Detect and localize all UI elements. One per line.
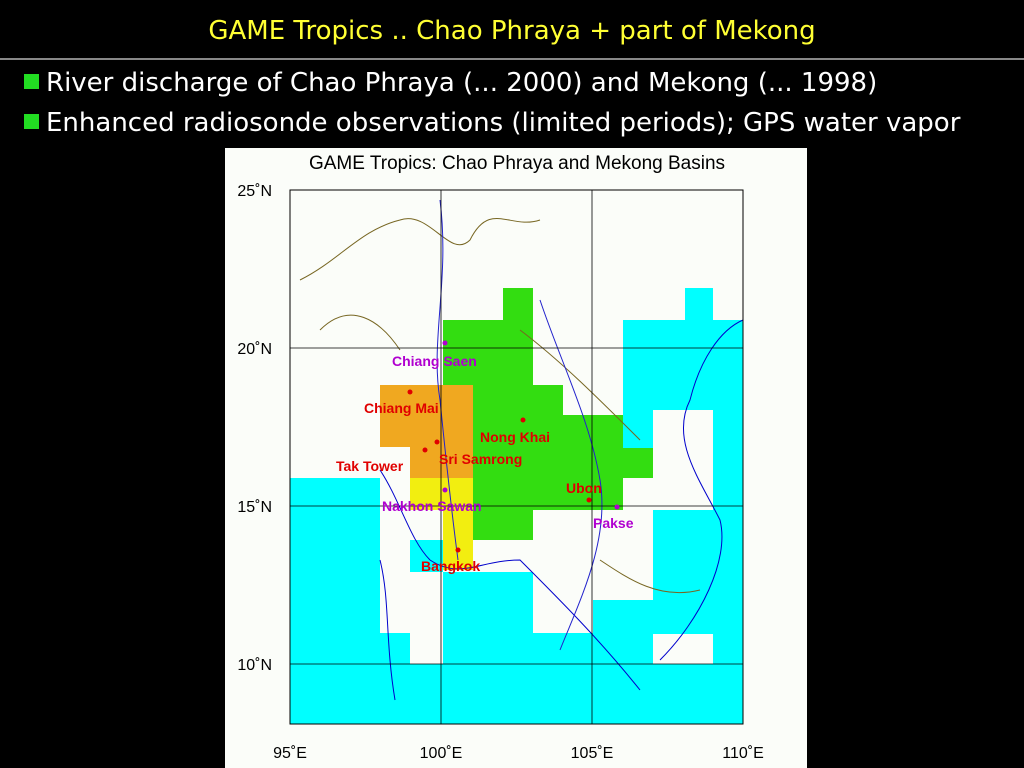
bullet: River discharge of Chao Phraya (... 2000… bbox=[24, 68, 877, 98]
bullet-text: Enhanced radiosonde observations (limite… bbox=[46, 108, 961, 138]
lon-tick-label: 95˚E bbox=[273, 745, 307, 762]
slide-title: GAME Tropics .. Chao Phraya + part of Me… bbox=[208, 16, 816, 46]
map-lines bbox=[299, 199, 744, 701]
place-label: Nakhon Sawan bbox=[382, 498, 482, 514]
place-label: Ubon bbox=[566, 480, 602, 496]
place-label: Bangkok bbox=[421, 558, 480, 574]
lat-tick-label: 15˚N bbox=[237, 499, 272, 516]
bullet: Enhanced radiosonde observations (limite… bbox=[24, 108, 960, 138]
place-label: Pakse bbox=[593, 515, 634, 531]
place-label: Tak Tower bbox=[336, 458, 404, 474]
lon-tick-label: 105˚E bbox=[571, 745, 614, 762]
place-label: Chiang Mai bbox=[364, 400, 439, 416]
bullet-text: River discharge of Chao Phraya (... 2000… bbox=[46, 68, 878, 98]
lat-tick-label: 25˚N bbox=[237, 183, 272, 200]
place-label: Sri Samrong bbox=[439, 451, 522, 467]
lat-tick-label: 10˚N bbox=[237, 657, 272, 674]
lon-tick-label: 110˚E bbox=[722, 745, 764, 762]
map-title: GAME Tropics: Chao Phraya and Mekong Bas… bbox=[309, 153, 725, 174]
grid-cells bbox=[290, 288, 743, 724]
lat-tick-label: 20˚N bbox=[237, 341, 272, 358]
divider bbox=[0, 58, 1024, 60]
place-markers bbox=[407, 340, 620, 553]
lon-tick-label: 100˚E bbox=[420, 745, 463, 762]
place-label: Chiang Saen bbox=[392, 353, 477, 369]
place-label: Nong Khai bbox=[480, 429, 550, 445]
